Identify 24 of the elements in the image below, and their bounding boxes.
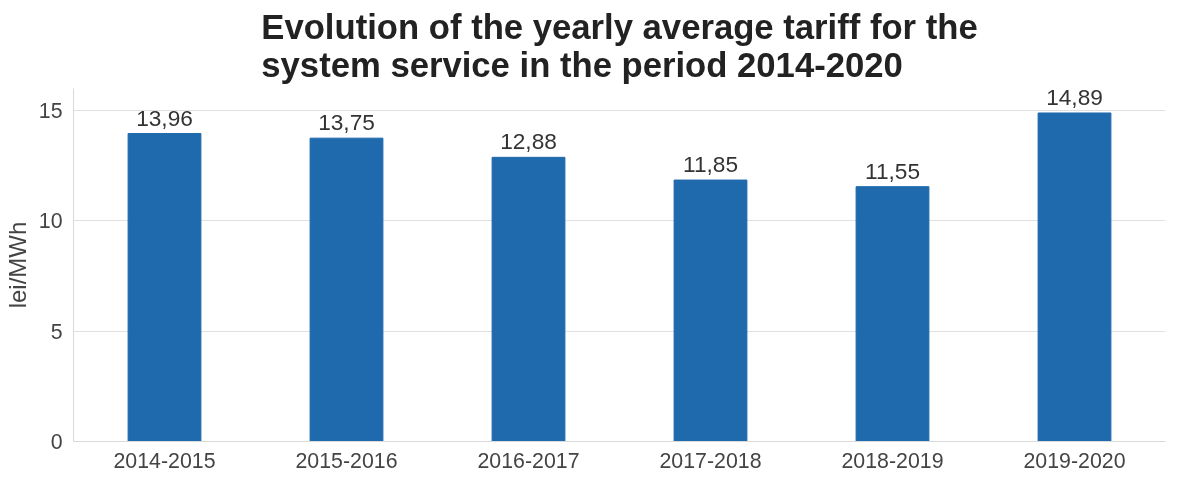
bar	[127, 133, 202, 442]
y-tick-label: 5	[50, 319, 63, 344]
y-axis-title: lei/MWh	[3, 221, 31, 309]
x-tick-label: 2015-2016	[295, 448, 398, 473]
data-label: 11,85	[682, 151, 739, 178]
data-label: 13,96	[136, 104, 193, 131]
bar	[673, 179, 748, 442]
bar	[855, 186, 930, 442]
y-tick-label: 10	[38, 209, 63, 234]
x-tick-label: 2016-2017	[477, 448, 580, 473]
y-tick-label: 0	[50, 430, 63, 454]
chart-title: Evolution of the yearly average tariff for the system service in the period 2014-2020	[261, 7, 978, 84]
x-tick-label: 2018-2019	[841, 448, 944, 473]
x-tick-label: 2014-2015	[113, 448, 216, 473]
data-label: 13,75	[318, 109, 375, 136]
bar	[491, 156, 566, 442]
x-tick-label: 2019-2020	[1023, 448, 1126, 473]
data-label: 11,55	[864, 157, 921, 184]
x-tick-label: 2017-2018	[659, 448, 762, 473]
bar	[1037, 112, 1112, 442]
y-tick-label: 15	[38, 99, 63, 124]
data-label: 12,88	[500, 128, 557, 155]
bar	[309, 137, 384, 442]
data-label: 14,89	[1046, 83, 1103, 110]
